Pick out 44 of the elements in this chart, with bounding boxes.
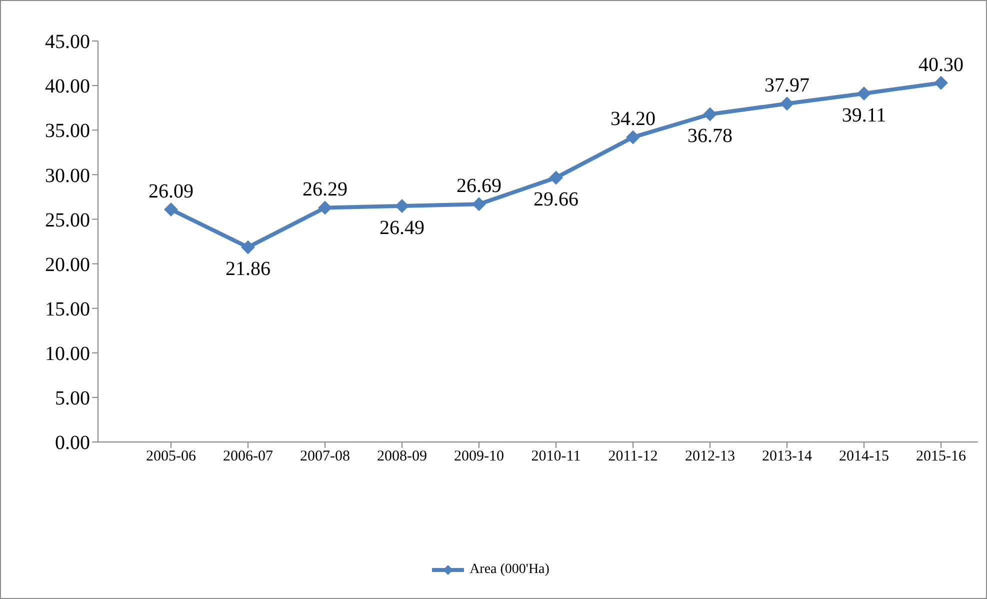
x-tick-label: 2012-13 — [685, 448, 735, 465]
data-label: 34.20 — [610, 108, 656, 130]
x-tick-label: 2006-07 — [223, 448, 274, 465]
point — [780, 96, 794, 111]
y-tick-label: 45.00 — [45, 31, 90, 54]
x-tick-label: 2007-08 — [300, 448, 350, 465]
data-label: 26.69 — [456, 175, 502, 198]
x-tick-label: 2015-16 — [916, 448, 966, 465]
y-tick-label: 35.00 — [45, 120, 90, 142]
y-tick-label: 20.00 — [45, 254, 90, 276]
data-label: 26.09 — [148, 180, 194, 203]
point — [857, 86, 871, 100]
x-tick-label: 2009-10 — [454, 448, 504, 465]
y-tick-label: 40.00 — [45, 76, 90, 98]
point — [549, 170, 563, 185]
y-tick-label: 15.00 — [45, 298, 90, 320]
point — [934, 76, 948, 90]
x-tick-label: 2014-15 — [839, 448, 889, 465]
data-label: 26.49 — [380, 216, 424, 239]
data-label: 29.66 — [534, 188, 578, 211]
x-tick-label: 2010-11 — [531, 448, 581, 465]
point — [703, 107, 717, 122]
y-tick-label: 10.00 — [45, 342, 90, 365]
data-label: 36.78 — [688, 125, 732, 148]
x-tick-label: 2011-12 — [608, 448, 658, 465]
point — [241, 240, 255, 254]
x-tick-label: 2008-09 — [377, 448, 427, 465]
point — [164, 202, 178, 217]
y-tick-label: 5.00 — [55, 388, 90, 410]
x-tick-label: 2013-14 — [762, 448, 812, 465]
data-label: 37.97 — [764, 74, 810, 97]
y-tick-label: 30.00 — [45, 164, 90, 187]
y-tick-label: 0.00 — [55, 432, 90, 454]
x-tick-label: 2005-06 — [146, 448, 196, 465]
data-label: 39.11 — [842, 104, 886, 126]
data-label: 40.30 — [918, 54, 964, 76]
y-tick-label: 25.00 — [45, 209, 90, 232]
point — [472, 197, 486, 212]
data-label: 26.29 — [302, 178, 348, 201]
point — [395, 198, 409, 213]
point — [626, 130, 640, 144]
point — [318, 200, 332, 215]
legend-label: Area (000'Ha) — [468, 562, 550, 578]
data-label: 21.86 — [226, 258, 270, 280]
